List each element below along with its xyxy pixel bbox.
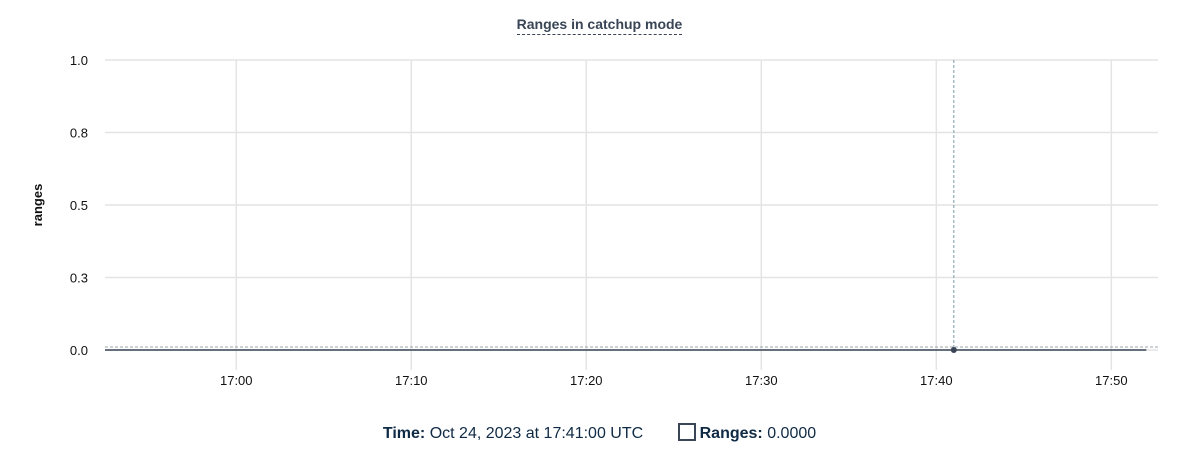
chart-title[interactable]: Ranges in catchup mode	[0, 16, 1199, 35]
hover-point	[950, 347, 957, 353]
x-tick-label: 17:20	[570, 373, 603, 388]
y-tick-label: 0.0	[70, 343, 88, 358]
series-checkbox[interactable]	[677, 423, 696, 441]
x-tick-label: 17:50	[1095, 373, 1128, 388]
chart-title-text: Ranges in catchup mode	[516, 16, 683, 35]
x-tick-label: 17:10	[395, 373, 428, 388]
y-tick-label: 0.5	[70, 198, 88, 213]
y-axis-label: ranges	[30, 184, 45, 227]
y-tick-label: 0.8	[70, 126, 88, 141]
series-label: Ranges:	[699, 425, 763, 442]
x-tick-label: 17:40	[920, 373, 953, 388]
y-tick-label: 1.0	[70, 53, 88, 68]
x-tick-label: 17:00	[220, 373, 253, 388]
series-value: 0.0000	[767, 425, 817, 442]
chart-svg[interactable]: 0.0 0.3 0.5 0.8 1.0 17:00 17:10 17:20 17:30 17:40…	[0, 0, 1199, 410]
x-tick-label: 17:30	[745, 373, 778, 388]
hover-legend: Time: Oct 24, 2023 at 17:41:00 UTC Range…	[0, 423, 1199, 443]
y-tick-label: 0.3	[70, 271, 88, 286]
time-label: Time:	[382, 425, 426, 442]
time-value: Oct 24, 2023 at 17:41:00 UTC	[429, 425, 644, 442]
